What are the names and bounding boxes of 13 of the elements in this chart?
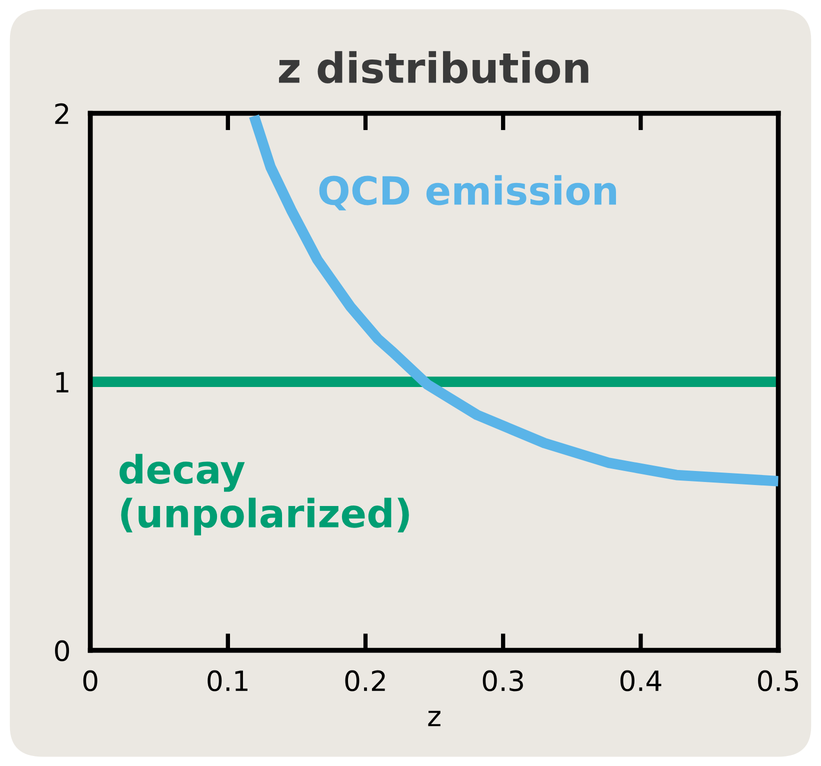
y-tick-label: 1 (56, 372, 68, 392)
y-tick-label: 2 (55, 103, 68, 124)
chart-title: z distribution (278, 51, 588, 84)
series-label: decay (unpolarized) (120, 454, 409, 536)
series-label: QCD emission (319, 175, 616, 210)
x-tick-label: 0 (83, 670, 98, 692)
y-tick-label: 0 (55, 640, 70, 662)
x-axis-title: z (428, 710, 440, 726)
x-tick-label: 0.3 (482, 670, 523, 692)
x-tick-label: 0.4 (620, 670, 662, 692)
x-tick-label: 0.2 (345, 670, 385, 692)
x-tick-label: 0.1 (208, 670, 248, 692)
x-tick-label: 0.5 (758, 670, 798, 692)
